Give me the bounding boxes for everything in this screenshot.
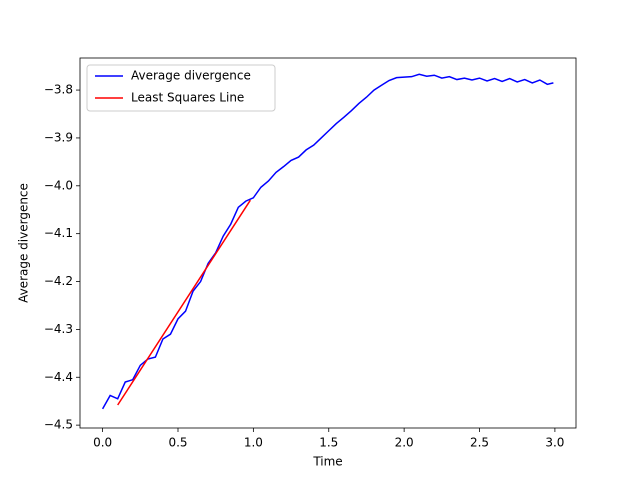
x-tick-label: 3.0	[545, 436, 564, 450]
x-tick-label: 1.5	[319, 436, 338, 450]
y-tick-label: −3.9	[44, 130, 73, 144]
legend-box	[86, 64, 276, 112]
y-tick-label: −3.8	[44, 83, 73, 97]
plot-frame	[79, 57, 577, 429]
x-axis-label: Time	[312, 455, 342, 469]
data-line	[117, 199, 251, 406]
legend-label: Least Squares Line	[131, 91, 244, 105]
x-tick-label: 2.0	[395, 436, 414, 450]
y-axis-label: Average divergence	[17, 183, 31, 303]
y-tick-label: −4.4	[44, 370, 73, 384]
x-tick-label: 0.5	[168, 436, 187, 450]
y-tick-label: −4.5	[44, 418, 73, 432]
x-tick-label: 2.5	[470, 436, 489, 450]
x-tick-label: 0.0	[93, 436, 112, 450]
y-tick-label: −4.3	[44, 322, 73, 336]
x-tick-label: 1.0	[244, 436, 263, 450]
y-tick-label: −4.1	[44, 226, 73, 240]
y-tick-label: −4.2	[44, 274, 73, 288]
data-line	[101, 73, 554, 410]
y-tick-label: −4.0	[44, 178, 73, 192]
legend-label: Average divergence	[131, 69, 251, 83]
